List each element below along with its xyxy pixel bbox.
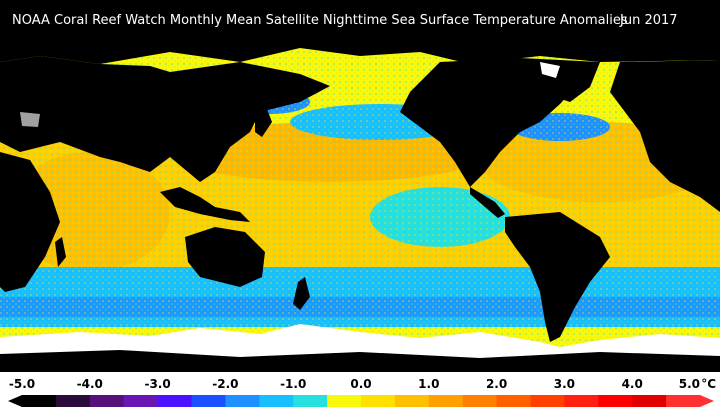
europe-africa-landmass-east	[610, 60, 720, 212]
sst-map-svg	[0, 42, 720, 372]
colorbar-tick-label: -3.0	[144, 377, 170, 391]
colorbar-min-arrow	[8, 395, 22, 407]
colorbar-swatch	[496, 395, 531, 407]
colorbar-swatch	[361, 395, 396, 407]
arctic-land	[0, 42, 720, 64]
antarctica-landmass	[0, 350, 720, 372]
colorbar-tick-label: -2.0	[212, 377, 238, 391]
japan-landmass	[255, 104, 272, 137]
inland-ice-patch	[20, 112, 40, 127]
map-date: Jun 2017	[620, 13, 678, 28]
colorbar-tick-label: -4.0	[77, 377, 103, 391]
map-title: NOAA Coral Reef Watch Monthly Mean Satel…	[12, 13, 628, 28]
colorbar-swatch	[564, 395, 599, 407]
colorbar-unit-label: °C	[701, 377, 716, 391]
colorbar-tick-label: 0.0	[350, 377, 371, 391]
colorbar-svg: -5.0 -4.0 -3.0 -2.0 -1.0 0.0 1.0 2.0 3.0 4.0 5.0 °C	[8, 377, 716, 407]
arctic-ice-patch	[540, 62, 560, 78]
greenland-landmass	[520, 58, 600, 102]
colorbar-tick-label: 3.0	[554, 377, 575, 391]
central-america-landmass	[470, 187, 505, 218]
colorbar-swatch	[530, 395, 565, 407]
colorbar-swatch	[327, 395, 362, 407]
colorbar-swatch	[22, 395, 57, 407]
colorbar-tick-label: -5.0	[9, 377, 35, 391]
colorbar-tick-label: 2.0	[486, 377, 507, 391]
colorbar-max-arrow	[700, 395, 714, 407]
australia-landmass	[185, 227, 265, 287]
colorbar-swatch	[293, 395, 328, 407]
colorbar-swatch	[191, 395, 226, 407]
map-title-bar: NOAA Coral Reef Watch Monthly Mean Satel…	[0, 0, 720, 42]
colorbar-swatch	[428, 395, 464, 407]
colorbar-tick-label: -1.0	[280, 377, 306, 391]
colorbar-swatch	[157, 395, 192, 407]
sst-anomaly-map	[0, 42, 720, 372]
colorbar-legend: -5.0 -4.0 -3.0 -2.0 -1.0 0.0 1.0 2.0 3.0 4.0 5.0 °C	[0, 372, 720, 411]
madagascar-landmass	[55, 237, 66, 267]
eurasia-landmass	[0, 56, 330, 182]
colorbar-tick-label: 5.0	[679, 377, 700, 391]
colorbar-swatch	[632, 395, 667, 407]
colorbar-swatch	[259, 395, 294, 407]
colorbar-tick-label: 4.0	[622, 377, 643, 391]
africa-landmass	[0, 152, 60, 292]
colorbar-swatch	[89, 395, 125, 407]
colorbar-tick-label: 1.0	[418, 377, 439, 391]
colorbar-swatch	[394, 395, 430, 407]
indonesia-islands	[160, 187, 250, 222]
south-america-landmass	[505, 212, 610, 342]
colorbar-swatch	[123, 395, 159, 407]
new-zealand-landmass	[293, 277, 310, 310]
colorbar-swatch	[55, 395, 91, 407]
colorbar-swatch	[666, 395, 701, 407]
colorbar-swatch	[462, 395, 498, 407]
colorbar-swatch	[225, 395, 260, 407]
colorbar-swatch	[598, 395, 633, 407]
north-america-landmass	[400, 58, 580, 187]
